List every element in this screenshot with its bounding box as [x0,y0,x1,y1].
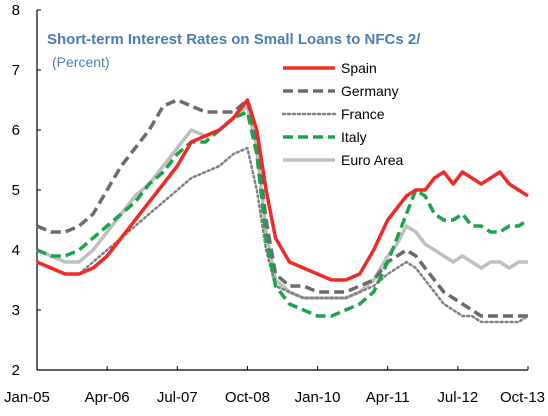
legend-label: Germany [341,83,399,99]
legend-label: Spain [341,60,377,76]
y-tick-label: 2 [12,362,20,379]
series-line-germany [36,98,528,318]
chart-subtitle: (Percent) [52,54,110,70]
series-line-france [35,146,530,324]
y-tick-label: 8 [12,2,20,19]
y-tick-label: 7 [12,62,20,79]
x-tick-label: Oct-13 [500,389,545,406]
x-tick-label: Oct-08 [225,389,270,406]
series-line-italy [36,110,529,318]
legend-label: Italy [341,129,367,145]
legend-label: France [341,106,385,122]
y-tick-label: 5 [12,182,20,199]
x-tick-label: Jul-12 [437,389,478,406]
x-ticks: Jan-05 Apr-06 Jul-07 Oct-08 Jan-10 Apr-11 Jul-… [4,366,545,406]
legend-label: Euro Area [341,152,403,168]
y-tick-label: 3 [12,302,20,319]
x-tick-label: Apr-06 [85,389,130,406]
series-line-euro-area [36,104,528,300]
x-tick-label: Apr-11 [366,389,410,406]
y-tick-label: 4 [12,242,20,259]
x-tick-label: Jan-05 [4,389,50,406]
series-line-spain [36,98,529,282]
chart-title: Short-term Interest Rates on Small Loans… [47,31,421,48]
x-tick-label: Jan-10 [295,389,341,406]
y-tick-label: 6 [12,122,20,139]
x-tick-label: Jul-07 [157,389,198,406]
legend: Spain Germany France Italy Euro Area [281,60,403,168]
series-layer [35,98,530,324]
